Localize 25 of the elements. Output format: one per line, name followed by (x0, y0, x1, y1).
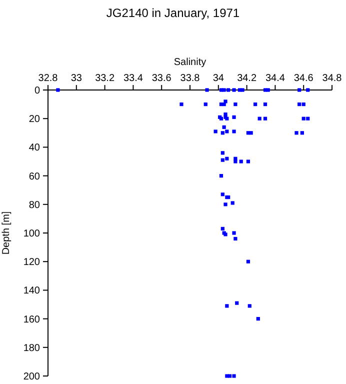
x-tick-label: 33.2 (95, 73, 115, 84)
y-tick-label: 0 (34, 86, 40, 96)
y-tick-label: 20 (28, 114, 40, 126)
y-tick-label: 80 (28, 200, 40, 211)
x-tick-label: 32.8 (38, 73, 58, 84)
x-tick-label: 34.2 (237, 73, 257, 84)
x-tick-label: 34.8 (322, 73, 342, 84)
y-axis-title: Depth [m] (1, 211, 12, 255)
x-tick-label: 34.4 (265, 73, 286, 84)
y-tick-label: 100 (23, 228, 40, 240)
chart-title: JG2140 in January, 1971 (106, 6, 240, 20)
y-tick-label: 160 (23, 314, 40, 326)
x-tick-label: 33.4 (123, 73, 144, 84)
x-axis-title: Salinity (174, 57, 206, 68)
x-tick-label: 34 (212, 73, 224, 84)
y-tick-label: 40 (28, 142, 40, 154)
y-tick-label: 140 (23, 286, 40, 297)
y-tick-label: 60 (28, 171, 40, 182)
x-tick-label: 34.6 (294, 73, 314, 84)
x-tick-label: 33.6 (152, 73, 172, 84)
y-tick-label: 200 (23, 372, 40, 382)
y-tick-label: 120 (23, 257, 40, 268)
x-tick-label: 33 (70, 73, 82, 84)
y-tick-label: 180 (23, 342, 40, 354)
x-tick-label: 33.8 (180, 73, 200, 84)
